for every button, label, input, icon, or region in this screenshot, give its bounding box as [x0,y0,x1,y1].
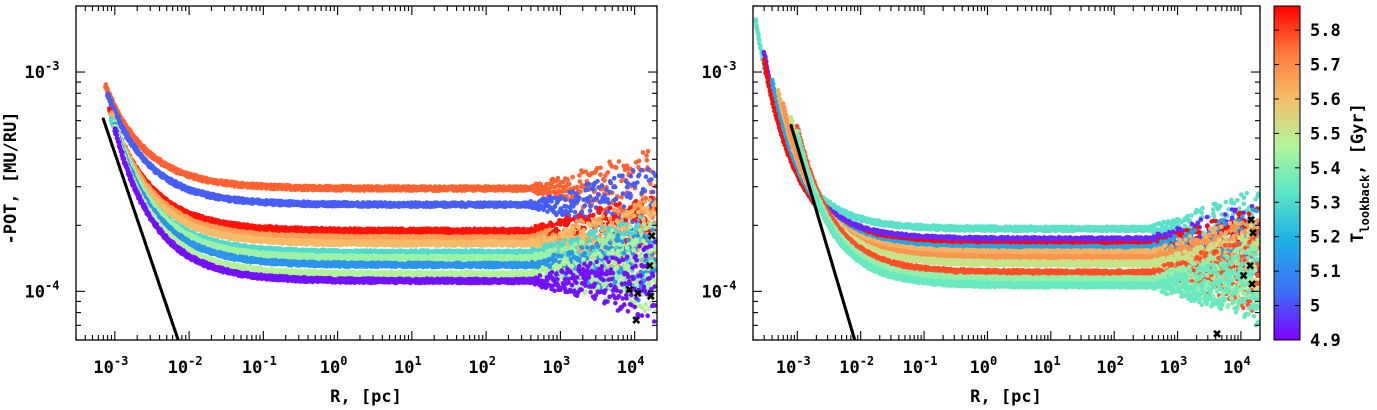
data-point [645,149,651,154]
data-point [617,201,622,206]
data-point [616,159,622,164]
data-point [642,188,647,193]
data-point [643,174,649,179]
data-point [577,173,582,178]
data-point [570,174,575,180]
data-point [567,181,572,187]
data-point [591,187,596,192]
data-point [588,204,593,209]
data-point [608,216,613,221]
data-point [606,200,612,206]
data-point [587,208,593,213]
data-point [624,163,630,168]
data-point [620,173,625,178]
data-point [636,158,642,164]
data-point [630,168,636,173]
data-point [582,203,588,208]
data-point [612,184,618,190]
data-point [544,230,549,236]
data-point [635,180,640,185]
data-point [587,194,593,199]
data-point [627,191,633,196]
data-point [599,183,605,189]
data-point [605,170,611,175]
data-point [628,195,633,200]
data-point [613,196,619,202]
data-point [576,195,582,201]
data-point [602,178,607,183]
series-stream-orange [103,82,657,226]
data-point [639,168,644,173]
data-point [598,172,603,177]
data-point [612,207,617,213]
data-point [614,165,619,171]
data-point [650,189,656,195]
data-point [608,180,613,186]
data-point [108,98,114,104]
data-point [594,196,599,201]
data-point [595,191,601,197]
data-point [607,205,613,211]
data-point [598,206,603,211]
data-point [555,175,561,181]
data-point [556,188,561,193]
data-point [616,209,621,214]
data-point [580,219,586,225]
data-point [565,177,570,182]
data-point [595,179,600,184]
data-point [572,209,578,215]
data-point [620,191,626,196]
data-point [611,175,617,181]
data-point [640,150,646,155]
data-point [621,204,626,209]
data-point [586,199,591,204]
data-point [647,197,653,203]
data-point [600,214,605,219]
data-point [598,165,603,171]
data-point [568,208,573,213]
data-point [584,187,590,192]
left-scatter-data [101,82,657,340]
data-point [649,177,654,182]
data-point [563,197,568,203]
data-point [643,196,648,201]
data-point [645,167,650,172]
data-point [607,189,613,195]
data-point [644,153,649,158]
data-point [536,238,542,244]
data-point [644,157,650,163]
data-point [116,115,121,120]
data-point [642,199,647,205]
data-point [574,219,580,224]
data-point [577,179,583,184]
data-point [586,181,592,187]
data-point [103,82,109,87]
data-point [547,227,552,232]
data-point [602,193,607,198]
data-point [619,194,624,200]
data-point [578,189,583,194]
data-point [591,212,596,218]
data-point [628,173,634,179]
data-point [636,172,642,178]
data-point [603,173,608,178]
data-point [625,181,631,186]
data-point [574,184,580,190]
